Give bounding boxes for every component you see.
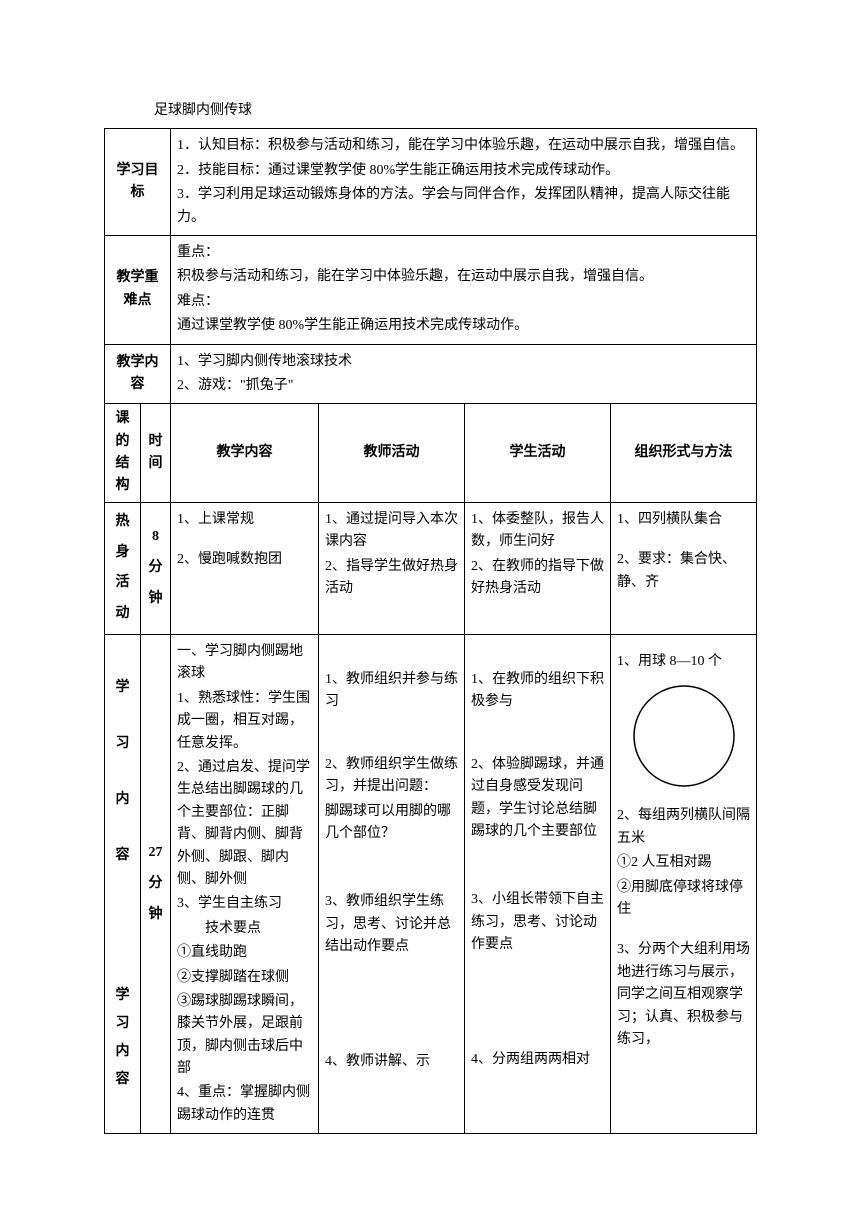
content-p1: 1、学习脚内侧传地滚球技术 (177, 351, 750, 373)
content-body: 1、学习脚内侧传地滚球技术 2、游戏："抓兔子" (171, 344, 757, 404)
learn-t-p5: 4、教师讲解、示 (325, 1051, 458, 1073)
col-org-header: 组织形式与方法 (611, 404, 757, 503)
keypoints-p4: 通过课堂教学使 80%学生能正确运用技术完成传球动作。 (177, 315, 750, 337)
learn-s-p2: 2、体验脚踢球，并通过自身感受发现问题，学生讨论总结脚踢球的几个主要部位 (471, 754, 604, 844)
learn-t-p1: 1、教师组织并参与练习 (325, 669, 458, 714)
circle-icon (629, 681, 739, 791)
goals-label: 学习目标 (105, 129, 171, 236)
keypoints-p2: 积极参与活动和练习，能在学习中体验乐趣，在运动中展示自我，增强自信。 (177, 266, 750, 288)
learn-c-p5: ①直线助跑 (177, 942, 312, 964)
warmup-o-p1: 1、四列横队集合 (617, 509, 750, 531)
learn-t-p4: 3、教师组织学生练习，思考、讨论并总结出动作要点 (325, 891, 458, 958)
learn-s-p4: 4、分两组两两相对 (471, 1049, 604, 1071)
warmup-time: 8分钟 (141, 502, 171, 634)
learn-time: 27分钟 (141, 635, 171, 1134)
warmup-o-p2: 2、要求：集合快、静、齐 (617, 549, 750, 594)
learn-l3: 内 (116, 792, 130, 807)
learn-o-p4: ②用脚底停球将球停住 (617, 877, 750, 922)
keypoints-p1: 重点： (177, 242, 750, 264)
content-label: 教学内容 (105, 344, 171, 404)
warmup-student: 1、体委整队，报告人数，师生问好 2、在教师的指导下做好热身活动 (465, 502, 611, 634)
warmup-c-p1: 1、上课常规 (177, 509, 312, 531)
warmup-c-p2: 2、慢跑喊数抱团 (177, 549, 312, 571)
warmup-s-p1: 1、体委整队，报告人数，师生问好 (471, 509, 604, 554)
learn-l5: 学习内容 (116, 988, 130, 1087)
goals-content: 1．认知目标：积极参与活动和练习，能在学习中体验乐趣，在运动中展示自我，增强自信… (171, 129, 757, 236)
learn-teacher: 1、教师组织并参与练习 2、教师组织学生做练习，并提出问题： 脚踢球可以用脚的哪… (319, 635, 465, 1134)
keypoints-label: 教学重难点 (105, 235, 171, 344)
keypoints-p3: 难点： (177, 291, 750, 313)
learn-l2: 习 (116, 736, 130, 751)
learn-c-p7: ③踢球脚踢球瞬间，膝关节外展，足跟前顶，脚内侧击球后中部 (177, 991, 312, 1081)
warmup-content: 1、上课常规 2、慢跑喊数抱团 (171, 502, 319, 634)
warmup-t-p2: 2、指导学生做好热身活动 (325, 556, 458, 601)
learn-c-p4a: 技术要点 (177, 918, 312, 940)
time-header: 时间 (141, 404, 171, 503)
structure-label: 课的结构 (105, 404, 141, 503)
learn-t-p2: 2、教师组织学生做练习，并提出问题： (325, 754, 458, 799)
goals-p1: 1．认知目标：积极参与活动和练习，能在学习中体验乐趣，在运动中展示自我，增强自信… (177, 135, 750, 157)
warmup-org: 1、四列横队集合 2、要求：集合快、静、齐 (611, 502, 757, 634)
learn-c-p6: ②支撑脚踏在球侧 (177, 967, 312, 989)
learn-c-p4: 3、学生自主练习 (177, 893, 312, 915)
learn-content: 一、学习脚内侧踢地滚球 1、熟悉球性：学生围成一圈，相互对踢，任意发挥。 2、通… (171, 635, 319, 1134)
learn-l4: 容 (116, 848, 130, 863)
col-student-header: 学生活动 (465, 404, 611, 503)
learn-org: 1、用球 8—10 个 2、每组两列横队间隔五米 ①2 人互相对踢 ②用脚底停球… (611, 635, 757, 1134)
warmup-teacher: 1、通过提问导入本次课内容 2、指导学生做好热身活动 (319, 502, 465, 634)
learn-label: 学 习 内 容 学习内容 (105, 635, 141, 1134)
warmup-t-p1: 1、通过提问导入本次课内容 (325, 509, 458, 554)
learn-c-p2: 1、熟悉球性：学生围成一圈，相互对踢，任意发挥。 (177, 688, 312, 755)
goals-p3: 3．学习利用足球运动锻炼身体的方法。学会与同伴合作，发挥团队精神，提高人际交往能… (177, 184, 750, 229)
col-content-header: 教学内容 (171, 404, 319, 503)
col-teacher-header: 教师活动 (319, 404, 465, 503)
goals-p2: 2．技能目标：通过课堂教学使 80%学生能正确运用技术完成传球动作。 (177, 160, 750, 182)
learn-l1: 学 (116, 680, 130, 695)
learn-c-p1: 一、学习脚内侧踢地滚球 (177, 641, 312, 686)
warmup-s-p2: 2、在教师的指导下做好热身活动 (471, 556, 604, 601)
learn-s-p3: 3、小组长带领下自主练习，思考、讨论动作要点 (471, 889, 604, 956)
document-title: 足球脚内侧传球 (154, 100, 756, 122)
warmup-label: 热身活动 (105, 502, 141, 634)
lesson-plan-table: 学习目标 1．认知目标：积极参与活动和练习，能在学习中体验乐趣，在运动中展示自我… (104, 128, 757, 1134)
keypoints-content: 重点： 积极参与活动和练习，能在学习中体验乐趣，在运动中展示自我，增强自信。 难… (171, 235, 757, 344)
learn-student: 1、在教师的组织下积极参与 2、体验脚踢球，并通过自身感受发现问题，学生讨论总结… (465, 635, 611, 1134)
learn-c-p8: 4、重点：掌握脚内侧踢球动作的连贯 (177, 1082, 312, 1127)
learn-c-p3: 2、通过启发、提问学生总结出脚踢球的几个主要部位：正脚背、脚背内侧、脚背外侧、脚… (177, 757, 312, 891)
learn-o-p5: 3、分两个大组利用场地进行练习与展示，同学之间互相观察学习；认真、积极参与练习， (617, 939, 750, 1051)
content-p2: 2、游戏："抓兔子" (177, 375, 750, 397)
learn-o-p1: 1、用球 8—10 个 (617, 651, 750, 673)
learn-o-p2: 2、每组两列横队间隔五米 (617, 805, 750, 850)
learn-o-p3: ①2 人互相对踢 (617, 852, 750, 874)
learn-s-p1: 1、在教师的组织下积极参与 (471, 669, 604, 714)
learn-t-p3: 脚踢球可以用脚的哪几个部位？ (325, 801, 458, 846)
